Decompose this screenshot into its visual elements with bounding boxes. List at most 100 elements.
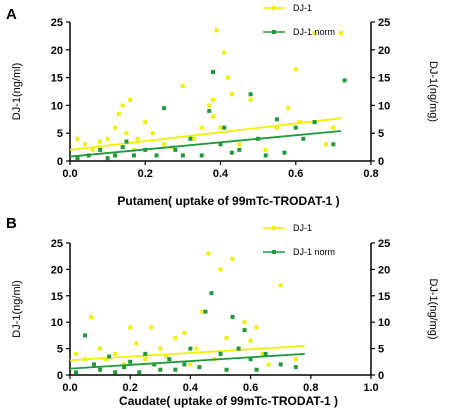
data-point-dj1-norm — [248, 357, 253, 362]
data-point-dj1 — [274, 125, 279, 130]
data-point-dj1 — [266, 362, 271, 367]
data-point-dj1 — [158, 346, 163, 351]
x-tick-label: 0.8 — [303, 382, 318, 394]
y-tick-label-left: 25 — [51, 17, 63, 29]
data-point-dj1-norm — [331, 142, 336, 147]
y-tick-label-left: 10 — [51, 100, 63, 112]
data-point-dj1 — [135, 136, 140, 141]
data-point-dj1-norm — [229, 150, 234, 155]
data-point-dj1 — [278, 283, 283, 288]
data-point-dj1 — [113, 351, 118, 356]
data-point-dj1-norm — [236, 346, 241, 351]
data-point-dj1 — [74, 351, 79, 356]
data-point-dj1 — [242, 320, 247, 325]
series-dj1-norm — [69, 291, 305, 375]
series-dj1 — [69, 251, 305, 367]
data-point-dj1-norm — [188, 136, 193, 141]
data-point-dj1-norm — [107, 354, 112, 359]
y-tick-label-left: 0 — [57, 156, 63, 168]
y-tick-label-right: 20 — [378, 264, 390, 276]
x-tick-label: 0.6 — [243, 382, 258, 394]
legend-label-dj1-norm: DJ-1 norm — [293, 247, 335, 257]
data-point-dj1-norm — [113, 153, 118, 158]
data-point-dj1-norm — [113, 370, 118, 375]
data-point-dj1 — [128, 97, 133, 102]
data-point-dj1 — [128, 325, 133, 330]
data-point-dj1 — [297, 120, 302, 125]
y-axis-title-left: DJ-1(ng/ml) — [11, 63, 23, 120]
data-point-dj1-norm — [218, 351, 223, 356]
data-point-dj1-norm — [83, 333, 88, 338]
x-axis-title: Putamen( uptake of 99mTc-TRODAT-1 ) — [117, 194, 339, 208]
panel-label: A — [6, 6, 17, 23]
data-point-dj1-norm — [128, 359, 133, 364]
data-point-dj1 — [116, 111, 121, 116]
data-point-dj1 — [83, 142, 88, 147]
data-point-dj1-norm — [162, 106, 167, 111]
data-point-dj1 — [293, 67, 298, 72]
series-dj1-norm — [69, 70, 347, 161]
y-axis-title-right: DJ-1(ng/mg) — [427, 61, 439, 122]
data-point-dj1 — [224, 336, 229, 341]
data-point-dj1-norm — [230, 314, 235, 319]
data-point-dj1-norm — [293, 125, 298, 130]
y-tick-label-left: 15 — [51, 73, 63, 85]
data-point-dj1 — [248, 338, 253, 343]
legend-marker-dj1-norm — [272, 30, 276, 34]
data-point-dj1 — [164, 354, 169, 359]
x-tick-label: 0.0 — [62, 382, 77, 394]
x-tick-label: 0.2 — [138, 168, 153, 180]
data-point-dj1 — [182, 330, 187, 335]
data-point-dj1-norm — [301, 136, 306, 141]
y-tick-label-right: 10 — [378, 100, 390, 112]
data-point-dj1-norm — [210, 70, 215, 75]
data-point-dj1-norm — [188, 346, 193, 351]
data-point-dj1-norm — [120, 145, 125, 150]
data-point-dj1 — [173, 336, 178, 341]
data-point-dj1-norm — [274, 117, 279, 122]
y-tick-label-left: 20 — [51, 264, 63, 276]
data-point-dj1-norm — [203, 309, 208, 314]
y-axis-title-right: DJ-1(ng/mg) — [427, 278, 439, 339]
data-point-dj1-norm — [199, 153, 204, 158]
y-tick-label-left: 15 — [51, 291, 63, 303]
legend-label-dj1: DJ-1 — [293, 3, 312, 13]
legend-marker-dj1 — [272, 226, 276, 230]
data-point-dj1 — [222, 50, 227, 55]
panel-label: B — [6, 215, 17, 232]
data-point-dj1-norm — [237, 147, 242, 152]
y-tick-label-left: 5 — [57, 344, 63, 356]
data-point-dj1-norm — [207, 108, 212, 113]
data-point-dj1 — [90, 147, 95, 152]
data-point-dj1-norm — [342, 78, 347, 83]
data-point-dj1 — [237, 142, 242, 147]
y-tick-label-right: 10 — [378, 317, 390, 329]
data-point-dj1-norm — [254, 367, 259, 372]
data-point-dj1 — [143, 120, 148, 125]
y-tick-label-right: 5 — [378, 344, 384, 356]
data-point-dj1 — [104, 357, 109, 362]
data-point-dj1 — [210, 97, 215, 102]
data-point-dj1 — [248, 97, 253, 102]
y-tick-label-left: 0 — [57, 370, 63, 382]
panel-a: A 0 0 5 5 10 10 15 15 20 20 25 25 0.0 0.2 0.4 0.6 0.8 Puta… — [6, 3, 439, 208]
y-tick-label-right: 15 — [378, 291, 390, 303]
x-tick-label: 0.4 — [213, 168, 229, 180]
data-point-dj1-norm — [167, 357, 172, 362]
data-point-dj1-norm — [152, 362, 157, 367]
x-tick-label: 0.6 — [288, 168, 303, 180]
data-point-dj1 — [98, 346, 103, 351]
data-point-dj1-norm — [105, 156, 110, 161]
data-point-dj1-norm — [222, 125, 227, 130]
x-axis-title: Caudate( uptake of 99mTc-TRODAT-1 ) — [119, 394, 338, 408]
y-tick-label-right: 0 — [378, 156, 384, 168]
data-point-dj1 — [150, 131, 155, 136]
x-tick-label: 0.0 — [62, 168, 77, 180]
data-point-dj1-norm — [143, 351, 148, 356]
data-point-dj1-norm — [98, 147, 103, 152]
data-point-dj1 — [286, 106, 291, 111]
data-point-dj1-norm — [312, 120, 317, 125]
data-point-dj1 — [260, 351, 265, 356]
data-point-dj1-norm — [158, 367, 163, 372]
data-point-dj1-norm — [197, 365, 202, 370]
